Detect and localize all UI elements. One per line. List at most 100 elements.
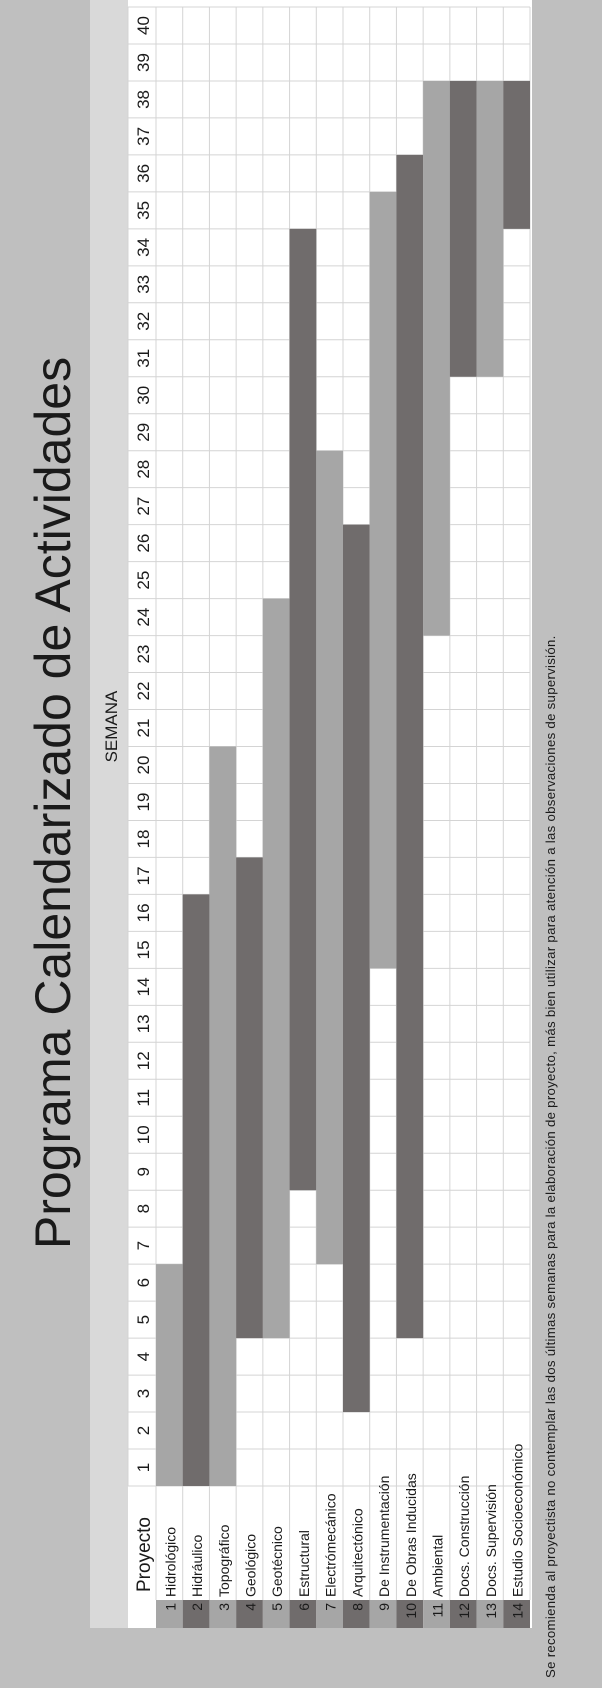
task-name: Electrómecánico	[323, 1493, 339, 1597]
week-number-label: 23	[134, 645, 153, 664]
week-number-label: 6	[134, 1278, 153, 1287]
week-number-label: 29	[134, 423, 153, 442]
task-number-cell	[476, 1600, 504, 1628]
week-number-label: 18	[134, 829, 153, 848]
week-number-label: 4	[134, 1352, 153, 1361]
week-number-label: 10	[134, 1125, 153, 1144]
week-number-label: 14	[134, 977, 153, 996]
task-bar	[343, 524, 370, 1413]
semana-band	[90, 0, 128, 1628]
week-number-label: 28	[134, 460, 153, 479]
week-number-label: 20	[134, 756, 153, 775]
task-name: Estudio Socioeconómico	[510, 1443, 526, 1597]
task-number: 13	[483, 1603, 499, 1619]
task-number: 8	[349, 1603, 365, 1611]
task-bar	[396, 154, 424, 1339]
week-number-label: 9	[134, 1167, 153, 1176]
task-number: 4	[243, 1603, 259, 1611]
task-number-cell	[182, 1600, 210, 1628]
week-header-label: SEMANA	[102, 690, 121, 762]
task-number-cell	[316, 1600, 343, 1628]
task-bar	[236, 857, 263, 1339]
task-bar	[423, 80, 450, 636]
task-number-cell	[156, 1600, 183, 1628]
task-number: 6	[296, 1603, 312, 1611]
task-name: Hidrológico	[162, 1527, 178, 1597]
project-header-label: Proyecto	[134, 1517, 155, 1592]
task-number-cell	[262, 1600, 290, 1628]
task-bar	[369, 191, 397, 969]
week-number-label: 35	[134, 201, 153, 220]
task-number: 11	[430, 1603, 446, 1618]
task-name: Geológico	[243, 1534, 259, 1597]
task-number-cell	[289, 1600, 317, 1628]
week-number-label: 15	[134, 940, 153, 959]
week-number-label: 11	[134, 1089, 153, 1107]
task-number-cell	[369, 1600, 397, 1628]
task-number: 5	[269, 1603, 285, 1611]
task-number-cell	[236, 1600, 263, 1628]
week-number-label: 5	[134, 1315, 153, 1324]
footnote-text: Se recomienda al proyectista no contempl…	[543, 635, 558, 1678]
week-number-label: 16	[134, 903, 153, 922]
week-number-label: 40	[134, 16, 153, 35]
task-name: Estructural	[296, 1530, 312, 1597]
task-name: De Obras Inducidas	[403, 1473, 419, 1597]
week-number-label: 8	[134, 1204, 153, 1213]
week-number-label: 13	[134, 1014, 153, 1033]
task-name: Ambiental	[430, 1535, 446, 1597]
week-number-label: 2	[134, 1426, 153, 1435]
week-number-label: 31	[134, 349, 153, 368]
week-number-label: 26	[134, 534, 153, 553]
task-number: 14	[510, 1603, 526, 1619]
week-number-label: 12	[134, 1051, 153, 1070]
week-number-label: 39	[134, 53, 153, 72]
week-number-label: 21	[134, 719, 153, 738]
task-number-cell	[423, 1600, 450, 1628]
week-number-label: 22	[134, 682, 153, 701]
week-number-label: 1	[134, 1463, 153, 1472]
week-number-label: 19	[134, 793, 153, 812]
week-number-label: 24	[134, 608, 153, 627]
task-name: Geotécnico	[269, 1526, 285, 1597]
task-bar	[449, 80, 477, 377]
week-number-label: 37	[134, 127, 153, 146]
week-number-label: 38	[134, 90, 153, 109]
task-bar	[156, 1264, 183, 1486]
task-bar	[503, 80, 530, 229]
task-name: Arquitectónico	[349, 1508, 365, 1597]
week-number-label: 32	[134, 312, 153, 331]
task-number: 7	[323, 1603, 339, 1611]
task-number: 2	[189, 1603, 205, 1611]
task-number: 12	[456, 1603, 472, 1619]
task-number-cell	[396, 1600, 424, 1628]
task-name: Docs. Construcción	[456, 1476, 472, 1597]
week-number-label: 27	[134, 497, 153, 516]
task-number: 9	[376, 1603, 392, 1611]
week-number-label: 34	[134, 238, 153, 257]
week-number-label: 3	[134, 1389, 153, 1398]
task-bar	[209, 746, 237, 1486]
chart-title: Programa Calendarizado de Actividades	[25, 357, 81, 1249]
task-bar	[476, 80, 504, 377]
task-bar	[316, 450, 343, 1265]
week-number-label: 25	[134, 571, 153, 590]
week-number-label: 33	[134, 275, 153, 294]
task-number: 1	[162, 1603, 178, 1611]
task-number: 10	[403, 1603, 419, 1619]
week-number-label: 36	[134, 164, 153, 183]
task-name: Topográfico	[216, 1524, 232, 1597]
task-number-cell	[449, 1600, 477, 1628]
task-name: Hidráulico	[189, 1535, 205, 1597]
task-number: 3	[216, 1603, 232, 1611]
week-number-label: 7	[134, 1241, 153, 1250]
title-band	[0, 0, 90, 1688]
task-bar	[289, 228, 317, 1191]
left-frame	[90, 1628, 602, 1688]
task-number-cell	[503, 1600, 530, 1628]
week-number-label: 30	[134, 386, 153, 405]
task-bar	[182, 894, 210, 1486]
